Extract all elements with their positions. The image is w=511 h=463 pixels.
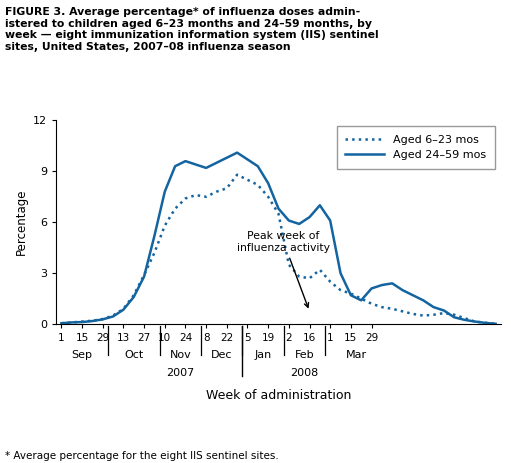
Text: Dec: Dec — [211, 350, 233, 360]
Text: 2008: 2008 — [290, 368, 318, 378]
Text: Oct: Oct — [124, 350, 144, 360]
Text: Feb: Feb — [294, 350, 314, 360]
Text: Peak week of
influenza activity: Peak week of influenza activity — [237, 231, 330, 307]
Text: 2007: 2007 — [166, 368, 194, 378]
Text: Week of administration: Week of administration — [206, 389, 351, 402]
Y-axis label: Percentage: Percentage — [14, 189, 28, 256]
Text: Nov: Nov — [170, 350, 191, 360]
Text: * Average percentage for the eight IIS sentinel sites.: * Average percentage for the eight IIS s… — [5, 450, 279, 461]
Legend: Aged 6–23 mos, Aged 24–59 mos: Aged 6–23 mos, Aged 24–59 mos — [337, 126, 495, 169]
Text: FIGURE 3. Average percentage* of influenza doses admin-
istered to children aged: FIGURE 3. Average percentage* of influen… — [5, 7, 379, 52]
Text: Jan: Jan — [254, 350, 272, 360]
Text: Sep: Sep — [72, 350, 92, 360]
Text: Mar: Mar — [345, 350, 366, 360]
